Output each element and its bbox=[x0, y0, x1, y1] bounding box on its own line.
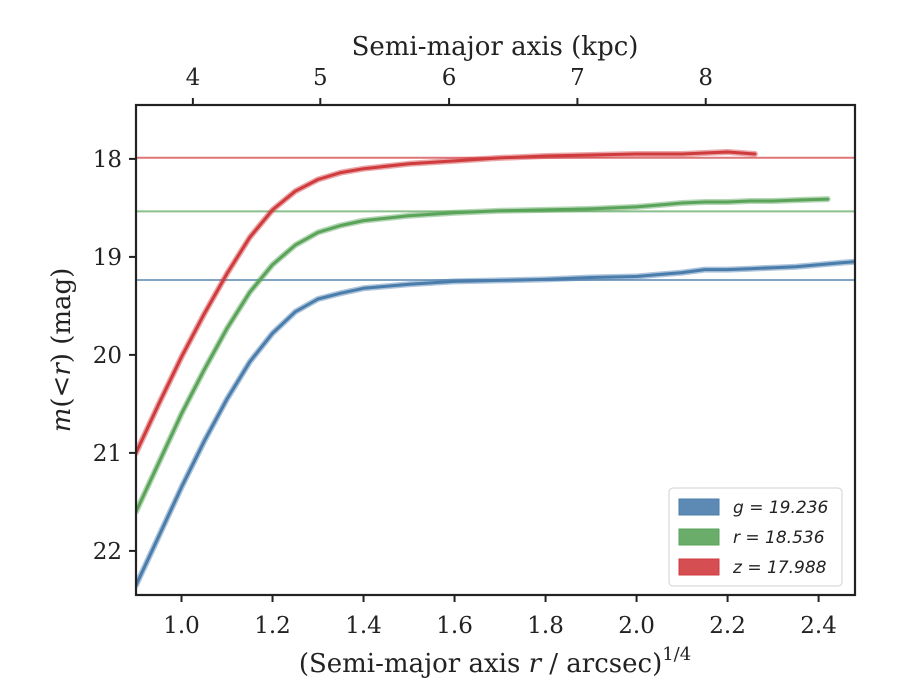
x-tick-label: 2.2 bbox=[709, 613, 746, 639]
y-tick-label: 19 bbox=[93, 245, 122, 271]
x-tick-label: 1.4 bbox=[345, 613, 382, 639]
y-axis-title: m(<r) (mag) bbox=[47, 268, 77, 433]
series-line-g bbox=[136, 260, 855, 587]
y-tick-label: 18 bbox=[93, 147, 122, 173]
series-line-z bbox=[136, 150, 757, 455]
plot-area bbox=[136, 149, 855, 589]
top-tick-label: 6 bbox=[442, 65, 457, 91]
series-band-z bbox=[136, 149, 758, 456]
x-tick-label: 1.6 bbox=[436, 613, 473, 639]
series-line-r bbox=[136, 197, 830, 514]
top-tick-label: 4 bbox=[186, 65, 201, 91]
top-axis-title: Semi-major axis (kpc) bbox=[352, 32, 639, 62]
y-tick-label: 21 bbox=[93, 441, 122, 467]
axes-frame bbox=[134, 103, 857, 597]
x-tick-label: 2.4 bbox=[800, 613, 837, 639]
x-tick-label: 1.0 bbox=[163, 613, 200, 639]
legend: g = 19.236 r = 18.536 z = 17.988 bbox=[668, 487, 843, 587]
y-tick-label: 20 bbox=[93, 343, 122, 369]
legend-label: r = 18.536 bbox=[733, 528, 825, 548]
x-tick-label: 1.2 bbox=[254, 613, 291, 639]
x-tick-label: 2.0 bbox=[618, 613, 655, 639]
axis-ticks: 1.0 1.2 1.4 1.6 1.8 2.0 2.2 2.4 18 19 20 21 22 4 5 6 7 8 bbox=[93, 65, 837, 639]
legend-swatch bbox=[678, 558, 720, 576]
top-tick-label: 8 bbox=[698, 65, 713, 91]
top-tick-label: 5 bbox=[313, 65, 328, 91]
x-tick-label: 1.8 bbox=[527, 613, 564, 639]
x-axis-title: (Semi-major axis r / arcsec)1/4 bbox=[299, 644, 691, 679]
series-band-r bbox=[136, 196, 831, 515]
legend-label: z = 17.988 bbox=[732, 558, 827, 578]
top-tick-label: 7 bbox=[570, 65, 585, 91]
legend-label: g = 19.236 bbox=[733, 498, 829, 518]
legend-swatch bbox=[678, 528, 720, 546]
y-tick-label: 22 bbox=[93, 539, 122, 565]
legend-swatch bbox=[678, 498, 720, 516]
